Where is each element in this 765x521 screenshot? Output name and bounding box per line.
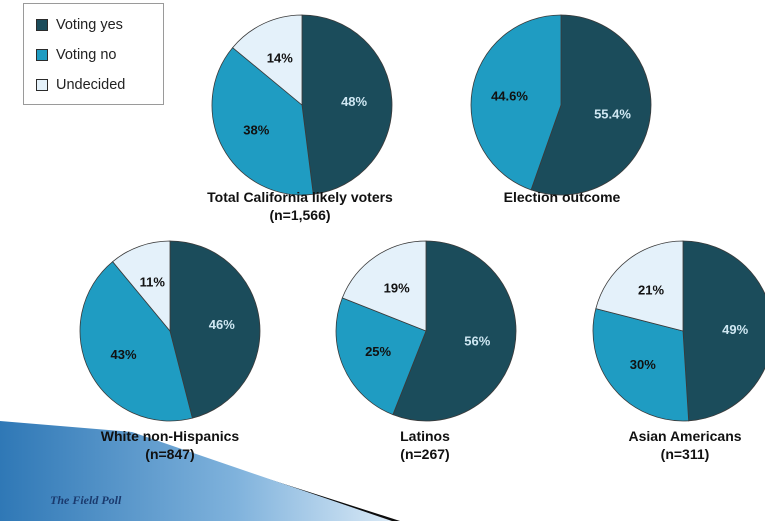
pie-latinos-slice-voting-yes — [392, 240, 517, 422]
legend-swatch-no — [36, 49, 48, 61]
pie-white: 46% 43% 11% — [79, 240, 261, 422]
pie-outcome: 55.4% 44.6% — [470, 14, 652, 196]
pie-total-label-voting-no: 38% — [243, 123, 269, 138]
pie-asian-label-voting-no: 30% — [630, 357, 656, 372]
legend-label-yes: Voting yes — [56, 17, 123, 33]
pie-title-white-n: (n=847) — [145, 446, 195, 462]
pie-latinos-slice-voting-no — [335, 297, 427, 416]
legend-label-no: Voting no — [56, 47, 117, 63]
legend-label-undecided: Undecided — [56, 77, 126, 93]
pie-title-latinos-name: Latinos — [400, 428, 450, 444]
brand-label: The Field Poll — [50, 493, 122, 507]
pie-outcome-slice-voting-no — [470, 14, 562, 191]
pie-title-outcome: Election outcome — [482, 188, 642, 206]
pie-title-total-n: (n=1,566) — [269, 207, 331, 223]
pie-white-label-voting-no: 43% — [110, 347, 136, 362]
legend-swatch-undecided — [36, 79, 48, 91]
pie-latinos-label-voting-yes: 56% — [464, 333, 490, 348]
pie-white-slice-voting-no — [79, 261, 193, 422]
pie-white-label-voting-yes: 46% — [209, 317, 235, 332]
pie-latinos-slice-undecided — [341, 240, 427, 332]
chart-legend: Voting yes Voting no Undecided — [23, 3, 164, 105]
pie-title-asian: Asian Americans (n=311) — [610, 427, 760, 463]
pie-asian-label-voting-yes: 49% — [722, 322, 748, 337]
brand-band-fill — [0, 421, 392, 521]
pie-title-asian-name: Asian Americans — [628, 428, 742, 444]
pie-asian-slice-voting-yes — [682, 240, 765, 422]
pie-white-slice-undecided — [112, 240, 171, 333]
pie-total-slice-undecided — [232, 14, 303, 106]
pie-title-asian-n: (n=311) — [660, 446, 710, 462]
pie-asian-label-undecided: 21% — [638, 282, 664, 297]
pie-latinos: 56% 25% 19% — [335, 240, 517, 422]
pie-title-latinos: Latinos (n=267) — [365, 427, 485, 463]
legend-item-no: Voting no — [36, 45, 116, 65]
pie-total-label-voting-yes: 48% — [341, 94, 367, 109]
pie-title-total: Total California likely voters (n=1,566) — [190, 188, 410, 224]
pie-white-label-undecided: 11% — [140, 274, 166, 289]
pie-total-label-undecided: 14% — [267, 50, 293, 65]
pie-latinos-label-undecided: 19% — [384, 280, 410, 295]
pie-outcome-label-voting-no: 44.6% — [491, 89, 528, 104]
pie-title-white: White non-Hispanics (n=847) — [80, 427, 260, 463]
pie-total-slice-voting-no — [211, 47, 314, 196]
legend-swatch-yes — [36, 19, 48, 31]
pie-total: 48% 38% 14% — [211, 14, 393, 196]
pie-asian-slice-voting-no — [592, 308, 690, 422]
pie-outcome-label-voting-yes: 55.4% — [594, 106, 631, 121]
pie-asian: 49% 30% 21% — [592, 240, 765, 422]
legend-item-undecided: Undecided — [36, 75, 125, 95]
pie-title-total-name: Total California likely voters — [207, 189, 393, 205]
pie-white-slice-voting-yes — [169, 240, 261, 419]
pie-latinos-label-voting-no: 25% — [365, 344, 391, 359]
pie-title-outcome-name: Election outcome — [503, 189, 621, 205]
pie-title-white-name: White non-Hispanics — [100, 428, 240, 444]
pie-title-latinos-n: (n=267) — [400, 446, 450, 462]
legend-item-yes: Voting yes — [36, 15, 123, 35]
pie-asian-slice-undecided — [595, 240, 684, 332]
pie-total-slice-voting-yes — [301, 14, 393, 195]
